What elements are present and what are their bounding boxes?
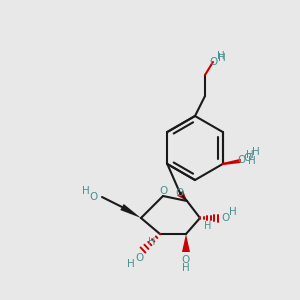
Text: O: O	[238, 155, 246, 165]
Text: O: O	[243, 153, 251, 163]
Text: O: O	[135, 253, 143, 263]
Text: H: H	[182, 263, 190, 273]
Text: H: H	[127, 259, 135, 269]
Text: O: O	[176, 188, 184, 198]
Text: H: H	[82, 186, 90, 196]
Text: O: O	[159, 186, 167, 196]
Text: H: H	[217, 51, 225, 61]
Polygon shape	[182, 234, 190, 252]
Text: H: H	[252, 147, 260, 157]
Text: H: H	[218, 53, 226, 63]
Text: O: O	[90, 192, 98, 202]
Text: O: O	[221, 213, 229, 223]
Text: H: H	[246, 150, 254, 160]
Text: O: O	[209, 57, 217, 67]
Text: O: O	[182, 255, 190, 265]
Text: H: H	[248, 156, 256, 166]
Text: H: H	[229, 207, 237, 217]
Polygon shape	[177, 190, 187, 201]
Polygon shape	[120, 204, 141, 218]
Text: H: H	[204, 221, 212, 231]
Text: H: H	[148, 237, 156, 247]
